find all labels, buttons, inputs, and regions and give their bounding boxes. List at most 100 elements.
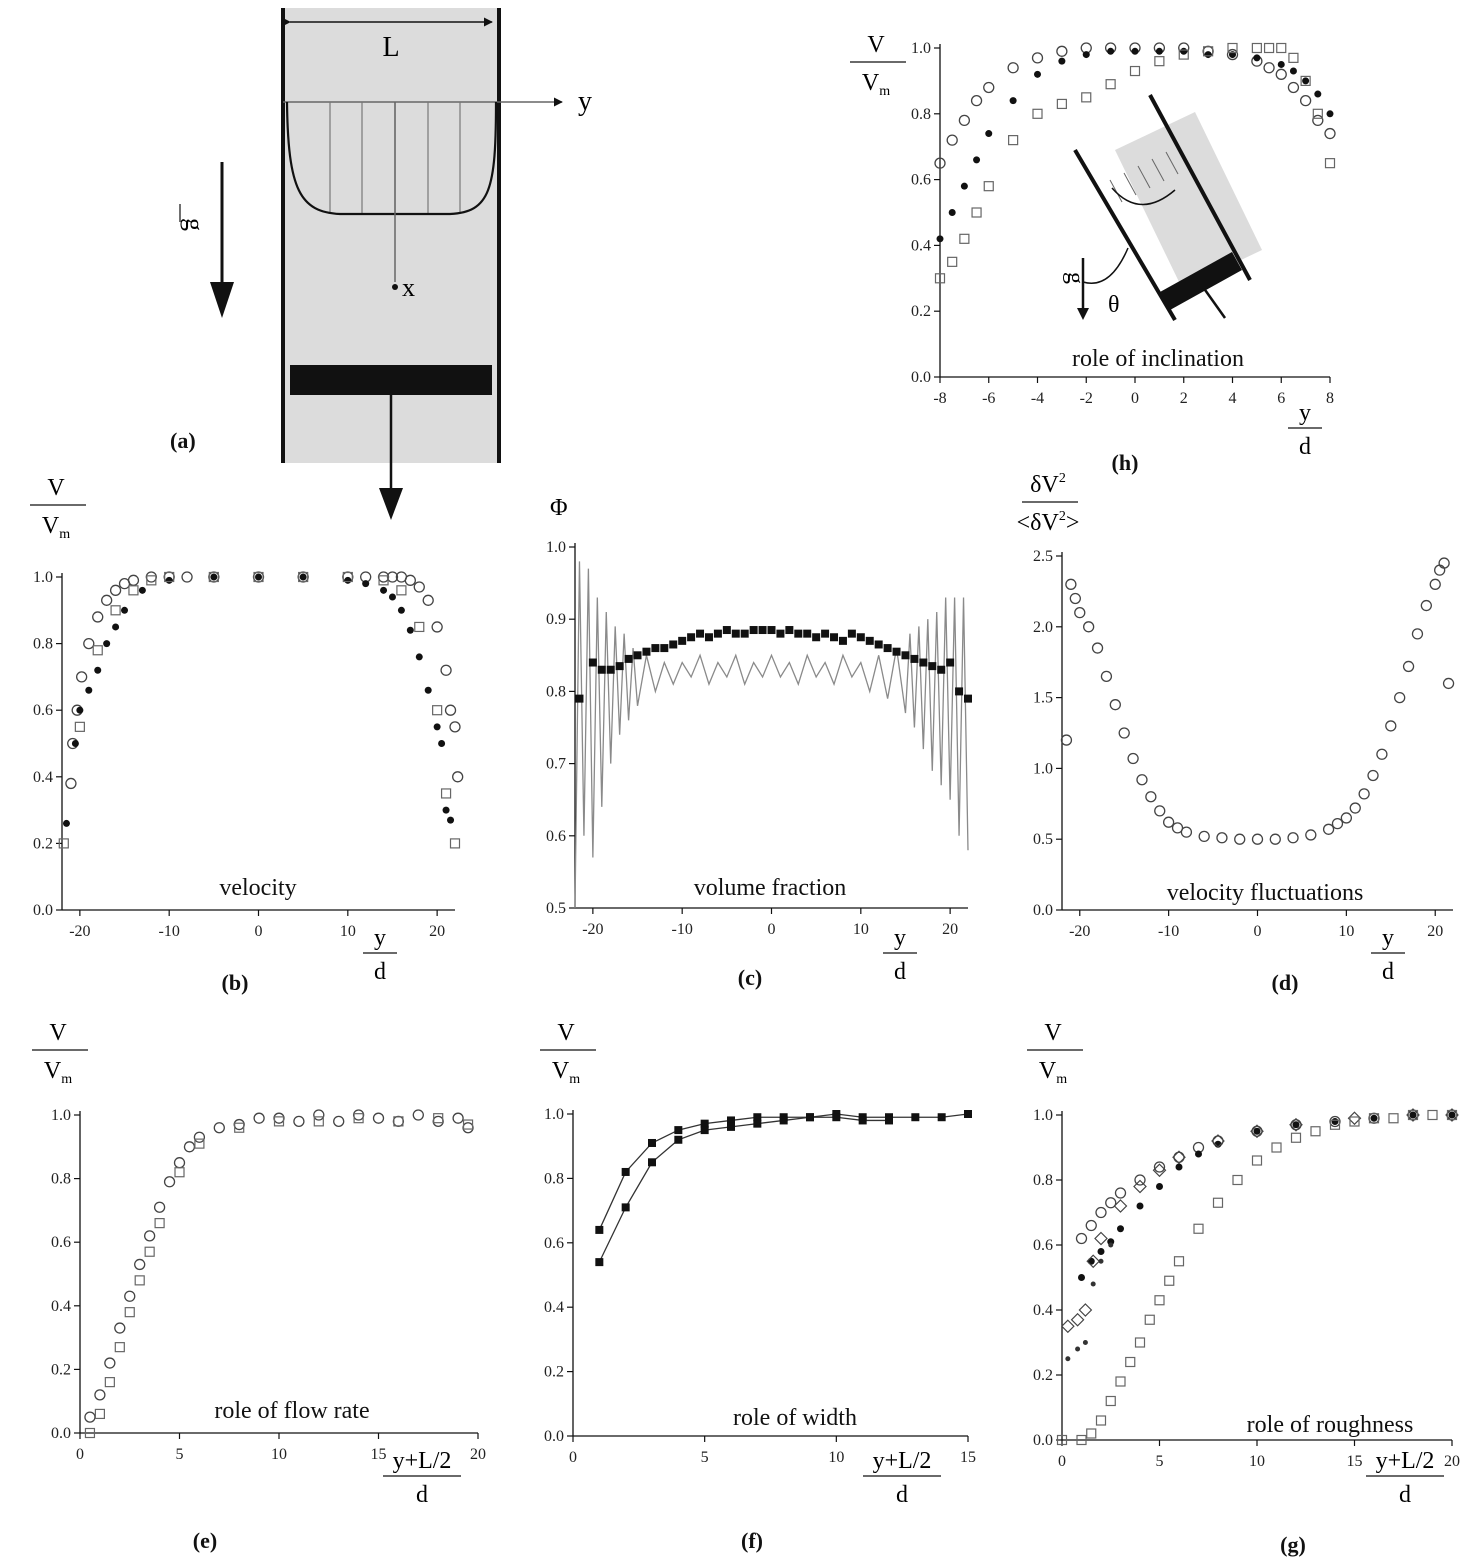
- data-point: [134, 1258, 146, 1271]
- data-point: [1086, 1254, 1101, 1269]
- data-point: [1133, 1179, 1147, 1194]
- x-axis-label-denominator: d: [374, 959, 386, 985]
- data-point: [1340, 812, 1353, 824]
- y-tick-label: 0.6: [911, 172, 931, 189]
- data-point: [1134, 1174, 1146, 1186]
- data-point: [85, 686, 93, 694]
- y-tick-label: 0.9: [546, 611, 566, 628]
- data-point: [1216, 832, 1228, 844]
- data-point: [776, 629, 785, 638]
- data-point: [144, 1246, 155, 1257]
- inset-velocity-arrow: [1137, 165, 1151, 189]
- data-point: [1448, 1111, 1456, 1119]
- data-series-1: [1075, 1109, 1458, 1245]
- x-tick-label: 5: [701, 1449, 709, 1466]
- data-point: [138, 586, 146, 594]
- data-point: [1290, 1132, 1302, 1143]
- data-point: [313, 1116, 324, 1127]
- data-point: [431, 621, 443, 633]
- data-point: [806, 1113, 814, 1122]
- x-tick-label: 0: [569, 1449, 577, 1466]
- data-series-3: [58, 571, 461, 849]
- inset-gravity-label: g: [1062, 272, 1088, 284]
- panel-label-f: (f): [741, 1528, 763, 1553]
- data-point: [234, 1122, 245, 1133]
- data-point: [1081, 92, 1092, 103]
- data-point: [1234, 833, 1246, 845]
- data-point: [313, 1109, 325, 1121]
- data-point: [1434, 564, 1446, 576]
- data-point: [1326, 110, 1334, 118]
- data-point: [1251, 1125, 1263, 1137]
- data-point: [104, 1357, 116, 1369]
- data-point: [1087, 1257, 1095, 1265]
- x-axis-label-numerator: y: [374, 925, 386, 951]
- x-axis-label-denominator: d: [1299, 434, 1311, 460]
- data-point: [449, 721, 461, 733]
- data-point: [651, 644, 660, 653]
- y-tick-label: 1.0: [33, 569, 53, 586]
- data-point: [696, 629, 705, 638]
- data-point: [1227, 42, 1238, 54]
- data-point: [1115, 1376, 1126, 1387]
- data-point: [597, 665, 606, 674]
- data-point: [76, 706, 84, 714]
- series-line: [598, 1116, 889, 1263]
- data-point: [1069, 592, 1081, 605]
- y-axis-label-denominator: Vm: [1039, 1058, 1067, 1087]
- data-point: [442, 806, 450, 814]
- x-tick-label: 20: [1444, 1453, 1460, 1470]
- y-tick-label: 1.0: [544, 1106, 564, 1123]
- data-point: [722, 626, 731, 635]
- data-point: [1105, 1197, 1117, 1209]
- data-point: [1269, 833, 1281, 845]
- data-point: [1078, 1274, 1085, 1281]
- data-point: [424, 686, 432, 694]
- data-point: [964, 1110, 972, 1118]
- x-tick-label: 0: [76, 1446, 84, 1463]
- data-point: [983, 181, 994, 192]
- data-point: [143, 1230, 156, 1242]
- x-axis-label: x: [402, 273, 415, 302]
- inset-granular-fill: [1115, 112, 1262, 288]
- data-point: [94, 666, 102, 674]
- data-point: [1070, 1312, 1085, 1327]
- x-tick-label: 0: [1058, 1453, 1066, 1470]
- data-point: [1061, 1319, 1075, 1334]
- data-point: [985, 130, 993, 138]
- data-point: [388, 593, 396, 601]
- y-tick-label: 0.8: [1033, 1172, 1053, 1189]
- x-tick-label: 15: [371, 1446, 387, 1463]
- data-point: [1032, 108, 1043, 119]
- y-axis-label-numerator: V: [557, 1020, 575, 1046]
- data-point: [1155, 47, 1163, 55]
- x-tick-label: 0: [1131, 390, 1139, 407]
- data-point: [1105, 79, 1116, 90]
- data-point: [1134, 1337, 1146, 1348]
- data-point: [1082, 51, 1090, 59]
- data-point: [937, 665, 946, 674]
- data-point: [1331, 1118, 1339, 1125]
- data-point: [76, 671, 88, 683]
- data-point: [449, 838, 461, 849]
- data-point: [273, 1112, 285, 1124]
- data-point: [1368, 1113, 1380, 1124]
- inclined-chute-inset: gθ: [1062, 94, 1262, 322]
- x-tick-label: 10: [1338, 923, 1354, 940]
- data-point: [134, 1275, 145, 1286]
- data-point: [110, 605, 121, 616]
- x-tick-label: 20: [470, 1446, 486, 1463]
- data-point: [983, 81, 995, 94]
- inset-right-wall: [1148, 94, 1252, 281]
- data-series-2: [62, 573, 455, 827]
- data-point: [1195, 1150, 1202, 1158]
- data-point: [1114, 1187, 1127, 1199]
- y-tick-label: 2.0: [1033, 619, 1053, 636]
- data-point: [183, 1141, 196, 1153]
- data-point: [648, 1158, 656, 1167]
- data-point: [946, 658, 955, 667]
- data-point: [1113, 1199, 1128, 1213]
- data-point: [1180, 47, 1188, 55]
- data-point: [1056, 45, 1068, 57]
- data-point: [447, 816, 455, 824]
